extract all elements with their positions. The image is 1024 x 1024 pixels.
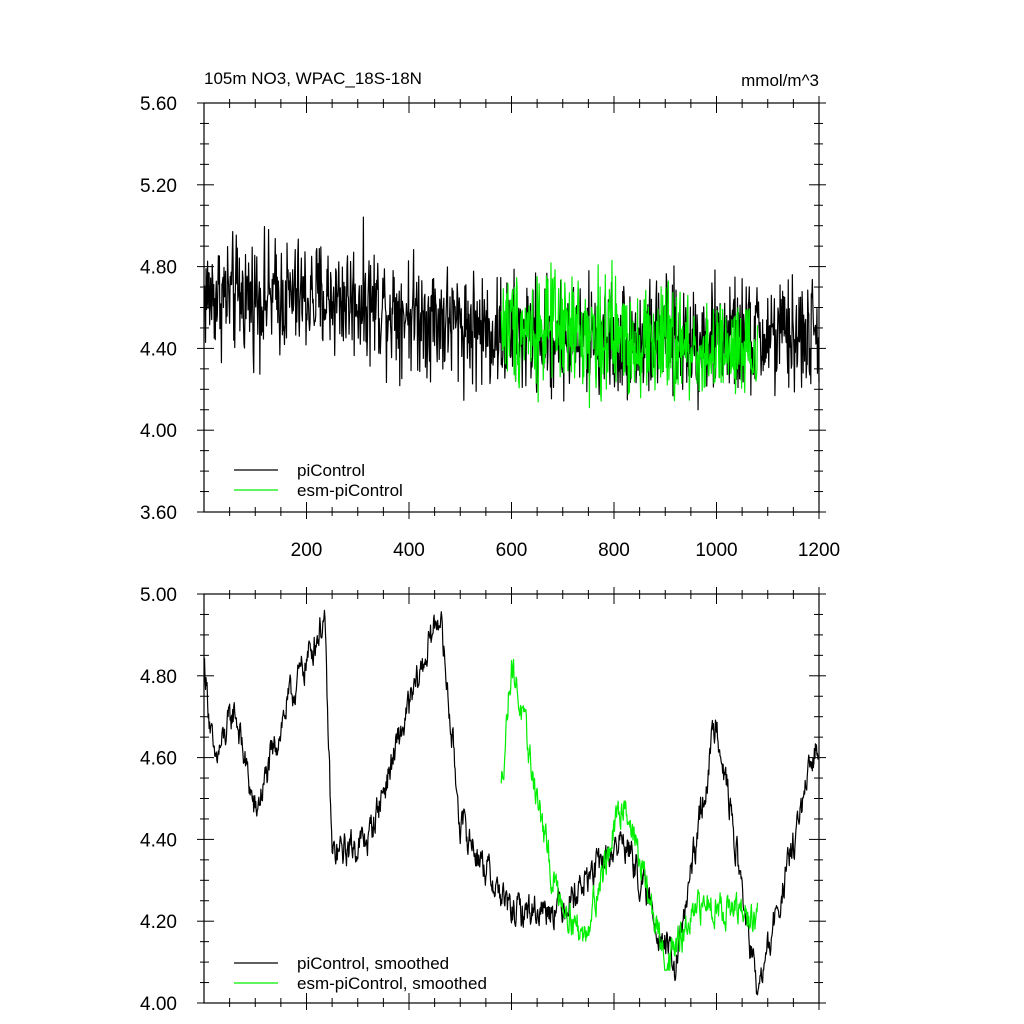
top-legend: piControl esm-piControl [234, 461, 403, 500]
panel-raw: 105m NO3, WPAC_18S-18N mmol/m^3 3.60 4.00… [140, 69, 840, 561]
x-tick-label: 200 [291, 540, 323, 561]
y-tick-label: 4.00 [140, 994, 177, 1015]
y-tick-label: 4.60 [140, 749, 177, 770]
series-line-picontrol-smoothed [203, 609, 820, 996]
bottom-legend: piControl, smoothed esm-piControl, smoot… [234, 954, 487, 993]
x-tick-label: 1200 [798, 540, 840, 561]
top-x-tick-labels: 200 400 600 800 1000 1200 [291, 540, 840, 561]
bottom-y-tick-labels: 4.00 4.20 4.40 4.60 4.80 5.00 [140, 585, 177, 1015]
legend-label-picontrol-smoothed: piControl, smoothed [297, 954, 449, 973]
x-tick-label: 600 [496, 540, 528, 561]
bottom-series-group [203, 609, 820, 996]
legend-label-picontrol: piControl [297, 461, 365, 480]
y-tick-label: 5.20 [140, 176, 177, 197]
y-tick-label: 4.00 [140, 421, 177, 442]
y-tick-label: 4.80 [140, 667, 177, 688]
legend-label-esm-picontrol-smoothed: esm-piControl, smoothed [297, 974, 487, 993]
panel-smoothed: 4.00 4.20 4.40 4.60 4.80 5.00 piControl, smoo… [140, 585, 826, 1015]
y-tick-label: 3.60 [140, 503, 177, 524]
top-y-tick-labels: 3.60 4.00 4.40 4.80 5.20 5.60 [140, 94, 177, 524]
series-line-esm-picontrol-smoothed [500, 658, 759, 971]
units-label: mmol/m^3 [741, 71, 819, 90]
series-line-picontrol [203, 216, 820, 411]
x-tick-label: 1000 [695, 540, 737, 561]
chart-title: 105m NO3, WPAC_18S-18N [204, 69, 422, 88]
bottom-axis-ticks [197, 587, 826, 1010]
top-series-group [203, 216, 820, 411]
y-tick-label: 4.40 [140, 830, 177, 851]
x-tick-label: 400 [393, 540, 425, 561]
y-tick-label: 4.20 [140, 912, 177, 933]
y-tick-label: 5.60 [140, 94, 177, 115]
legend-label-esm-picontrol: esm-piControl [297, 481, 403, 500]
y-tick-label: 4.40 [140, 339, 177, 360]
series-line-esm-picontrol [500, 259, 759, 409]
y-tick-label: 5.00 [140, 585, 177, 606]
y-tick-label: 4.80 [140, 258, 177, 279]
x-tick-label: 800 [598, 540, 630, 561]
bottom-plot-frame [203, 593, 820, 1004]
top-plot-frame [203, 102, 820, 513]
